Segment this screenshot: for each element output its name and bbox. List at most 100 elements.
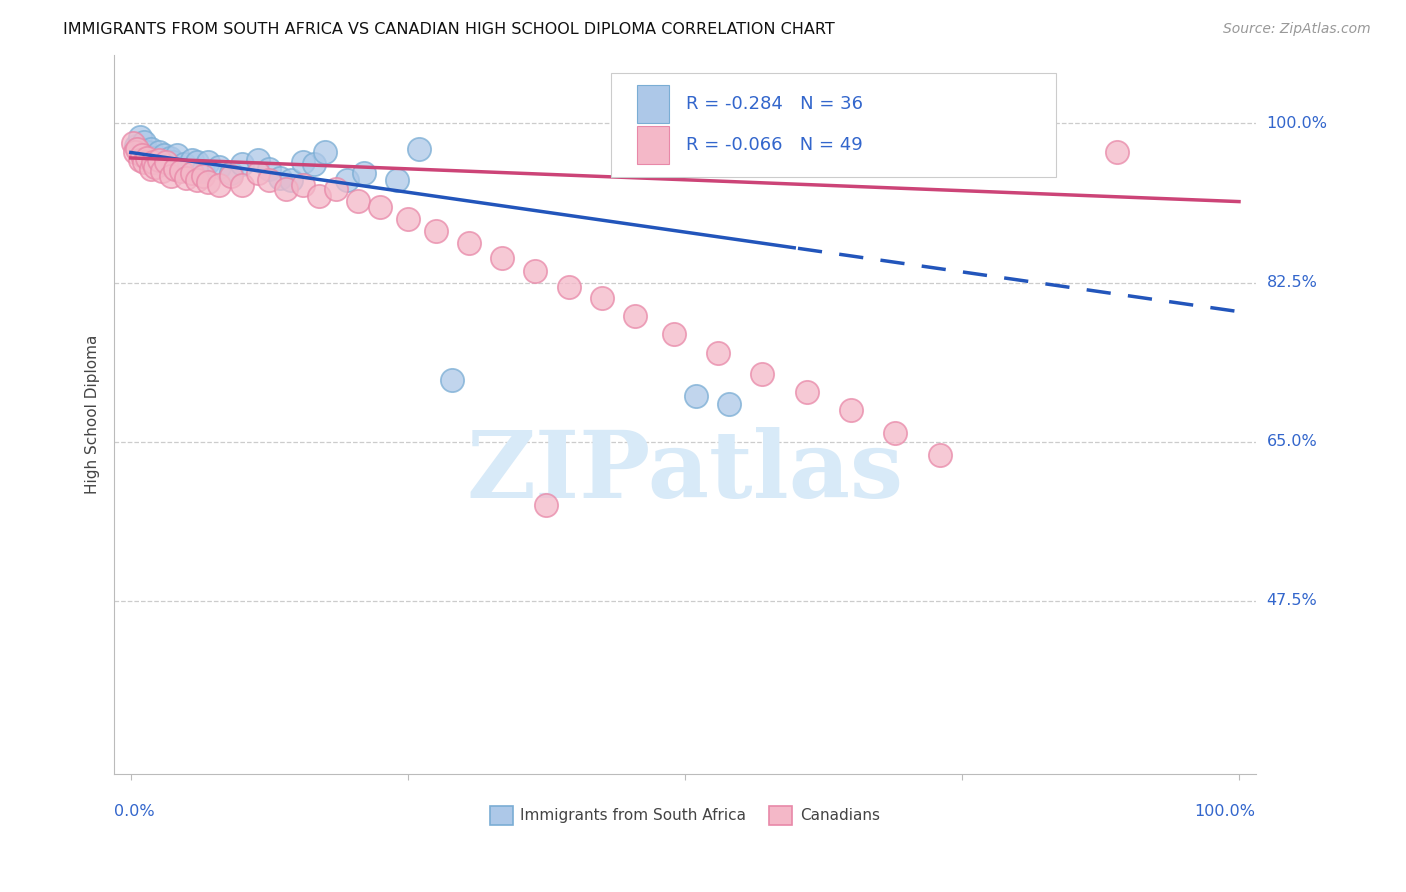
Point — [142, 154, 165, 169]
Point — [191, 169, 214, 183]
Point — [231, 178, 253, 193]
Point — [557, 280, 579, 294]
Text: Source: ZipAtlas.com: Source: ZipAtlas.com — [1223, 22, 1371, 37]
Point — [132, 154, 155, 169]
Point — [143, 160, 166, 174]
Point — [457, 236, 479, 251]
Point — [180, 153, 202, 167]
Point — [150, 163, 173, 178]
Point — [159, 151, 181, 165]
Text: 100.0%: 100.0% — [1195, 805, 1256, 820]
Point — [685, 389, 707, 403]
Point — [142, 151, 165, 165]
Text: IMMIGRANTS FROM SOUTH AFRICA VS CANADIAN HIGH SCHOOL DIPLOMA CORRELATION CHART: IMMIGRANTS FROM SOUTH AFRICA VS CANADIAN… — [63, 22, 835, 37]
Point — [166, 148, 188, 162]
Point — [839, 403, 862, 417]
Text: ZIPatlas: ZIPatlas — [467, 427, 904, 517]
Point — [219, 166, 242, 180]
Legend: Immigrants from South Africa, Canadians: Immigrants from South Africa, Canadians — [484, 800, 886, 830]
FancyBboxPatch shape — [637, 127, 669, 163]
Point — [751, 367, 773, 381]
Text: 47.5%: 47.5% — [1267, 593, 1317, 608]
Point — [884, 425, 907, 440]
Point — [143, 154, 166, 169]
Point — [170, 163, 193, 178]
Point — [174, 170, 197, 185]
Point — [662, 327, 685, 342]
Point — [425, 224, 447, 238]
Point — [441, 373, 464, 387]
Point — [128, 153, 150, 167]
Point — [122, 136, 145, 151]
Text: R = -0.066   N = 49: R = -0.066 N = 49 — [686, 136, 863, 154]
Point — [136, 145, 159, 160]
Point — [385, 173, 408, 187]
Point — [136, 151, 159, 165]
Text: 82.5%: 82.5% — [1267, 275, 1317, 290]
Point — [707, 345, 730, 359]
Point — [408, 142, 430, 156]
Point — [148, 145, 170, 160]
Point — [347, 194, 370, 208]
Point — [524, 264, 547, 278]
Point — [491, 251, 513, 265]
Point — [336, 173, 359, 187]
Point — [139, 161, 162, 176]
Point — [325, 182, 347, 196]
Point — [1107, 145, 1129, 160]
Point — [162, 154, 184, 169]
Point — [291, 178, 314, 193]
Point — [269, 170, 291, 185]
Text: 0.0%: 0.0% — [114, 805, 155, 820]
Point — [259, 161, 281, 176]
Point — [159, 169, 181, 183]
Point — [131, 148, 153, 162]
Point — [353, 166, 375, 180]
Y-axis label: High School Diploma: High School Diploma — [86, 334, 100, 494]
Point — [173, 157, 195, 171]
Text: 65.0%: 65.0% — [1267, 434, 1317, 450]
Point — [186, 173, 208, 187]
Point — [131, 144, 153, 158]
Point — [624, 309, 647, 323]
Point — [219, 169, 242, 183]
Point — [314, 145, 336, 160]
Point — [796, 384, 818, 399]
Point — [291, 154, 314, 169]
Point — [928, 449, 950, 463]
Point — [274, 182, 297, 196]
Point — [186, 154, 208, 169]
Point — [150, 157, 173, 171]
Point — [148, 153, 170, 167]
Point — [280, 173, 302, 187]
Point — [155, 154, 177, 169]
Point — [302, 157, 325, 171]
Point — [125, 139, 148, 153]
Point — [165, 161, 187, 176]
Point — [132, 135, 155, 149]
Point — [368, 200, 391, 214]
Point — [127, 142, 149, 156]
Point — [718, 396, 741, 410]
Point — [191, 163, 214, 178]
Point — [396, 211, 419, 226]
Point — [231, 157, 253, 171]
Point — [536, 499, 558, 513]
Point — [153, 148, 176, 162]
Text: 100.0%: 100.0% — [1267, 116, 1327, 131]
Point — [180, 166, 202, 180]
Point — [247, 153, 270, 167]
Point — [259, 173, 281, 187]
Point — [247, 166, 270, 180]
Point — [124, 145, 146, 160]
Text: R = -0.284   N = 36: R = -0.284 N = 36 — [686, 95, 863, 113]
FancyBboxPatch shape — [637, 86, 669, 123]
Point — [208, 160, 231, 174]
FancyBboxPatch shape — [610, 73, 1056, 178]
Point — [591, 291, 613, 305]
Point — [128, 130, 150, 145]
Point — [308, 189, 330, 203]
Point — [197, 154, 219, 169]
Point — [139, 142, 162, 156]
Point — [208, 178, 231, 193]
